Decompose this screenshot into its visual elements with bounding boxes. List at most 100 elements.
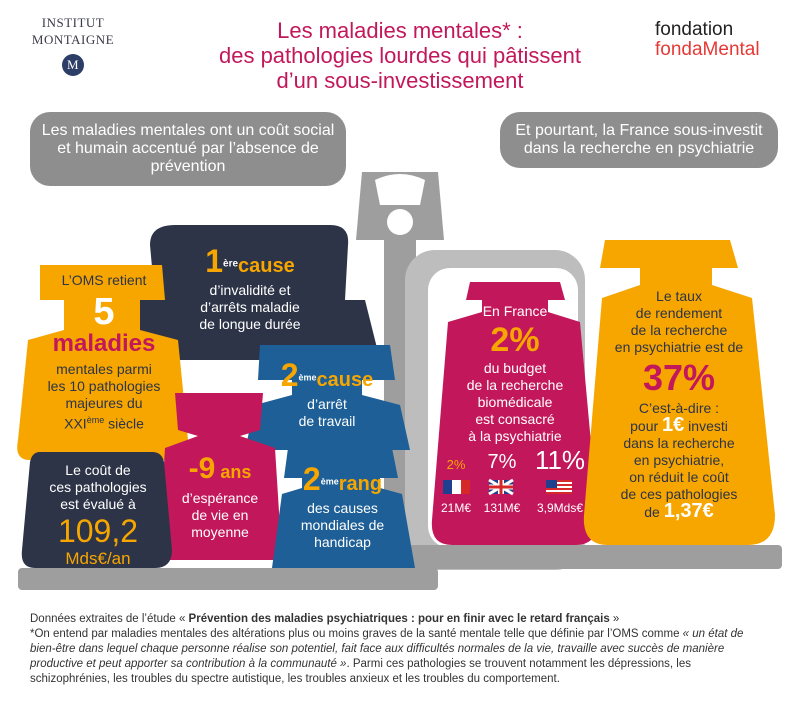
country-uk-amount: 131M€ [483, 501, 521, 515]
second-cause-line2: de travail [298, 413, 356, 429]
right-heading: Et pourtant, la France sous-investit dan… [500, 112, 778, 168]
life-line3: moyenne [191, 524, 249, 540]
return-line11: de 1,37€ [598, 500, 760, 522]
footnote-source-prefix: Données extraites de l’étude « [30, 613, 189, 625]
magenta-france-weight [431, 282, 598, 545]
usa-flag [546, 480, 572, 494]
title-line2: des pathologies lourdes qui pâtissent [218, 43, 582, 68]
cost-text: Le coût de ces pathologies est évalué à … [30, 462, 166, 569]
oms-line1: mentales parmi [56, 361, 152, 377]
blue-rank-weight [272, 448, 415, 568]
second-rank-label: rang [338, 473, 383, 495]
return-line3: de la recherche [630, 322, 728, 338]
france-line1: du budget [483, 360, 547, 376]
logo-right-line2: fondaMental [655, 39, 760, 60]
footnote: Données extraites de l’étude « Préventio… [30, 612, 770, 687]
country-france-amount: 21M€ [440, 501, 472, 515]
return-line10: de ces pathologies [620, 486, 738, 502]
fondamental-logo: fondation fondaMental [655, 20, 785, 60]
country-uk-pct: 7% [487, 451, 517, 473]
first-cause-text: 1èrecause d’invalidité et d’arrêts malad… [175, 243, 325, 333]
footnote-source-title: Prévention des maladies psychiatriques :… [188, 613, 610, 625]
navy-weight-top [150, 225, 349, 300]
return-line8: en psychiatrie, [633, 452, 725, 468]
return-line1: Le taux [656, 288, 702, 304]
first-cause-number: 1 [205, 243, 224, 279]
country-usa-amount: 3,9Mds€ [536, 501, 584, 515]
country-france-pct: 2% [446, 457, 466, 472]
france-value: 2% [490, 321, 540, 359]
second-rank-line1: des causes [307, 500, 378, 516]
second-cause-sup: ème [298, 372, 317, 383]
logo-right-line1: fondation [655, 19, 734, 40]
cost-value: 109,2 [57, 513, 139, 549]
return-line11-prefix: de [644, 504, 664, 520]
france-text: En France 2% du budget de la recherche b… [440, 303, 590, 445]
return-line6-prefix: pour [630, 418, 663, 434]
france-intro: En France [482, 303, 548, 319]
return-line4: en psychiatrie est de [614, 339, 744, 355]
footnote-source: Données extraites de l’étude « Préventio… [30, 612, 770, 627]
blue-cause-weight [245, 345, 410, 450]
second-rank-sup: ème [320, 476, 339, 487]
oms-century: XXI [64, 415, 87, 432]
footnote-def-suffix: . Parmi ces pathologies se trouvent nota… [30, 658, 691, 685]
institut-montaigne-logo: INSTITUT MONTAIGNE M [18, 14, 128, 76]
page-title: Les maladies mentales* : des pathologies… [170, 18, 630, 93]
france-line4: est consacré [475, 411, 555, 427]
life-text: -9 ans d’espérance de vie en moyenne [160, 452, 280, 541]
return-line7: dans la recherche [623, 435, 735, 451]
france-line2: de la recherche [466, 377, 564, 393]
title-line1: Les maladies mentales* : [277, 18, 523, 43]
yellow-return-weight [583, 240, 775, 545]
footnote-definition: *On entend par maladies mentales des alt… [30, 627, 770, 687]
footnote-def-prefix: *On entend par maladies mentales des alt… [30, 628, 683, 640]
country-usa-pct: 11% [534, 445, 586, 475]
first-cause-sup: ère [223, 258, 239, 270]
second-rank-number: 2 [302, 461, 321, 497]
footnote-def-quote: « un état de bien-être dans lequel chaqu… [30, 628, 744, 670]
scale-left-tray [18, 568, 438, 590]
yellow-oms-weight [17, 265, 189, 460]
return-saving-value: 1,37€ [663, 500, 714, 522]
life-line1: d’espérance [181, 490, 259, 506]
france-line3: biomédicale [477, 394, 553, 410]
cost-line3: est évalué à [60, 496, 136, 512]
return-line6-suffix: investi [684, 418, 728, 434]
cost-unit: Mds€/an [65, 549, 131, 568]
second-rank-text: 2èmerang des causes mondiales de handica… [280, 461, 405, 551]
return-line5: C’est-à-dire : [638, 400, 720, 416]
first-cause-line3: de longue durée [199, 316, 301, 332]
life-value: -9 [188, 452, 216, 485]
cost-line1: Le coût de [65, 462, 131, 478]
oms-century-suffix: siècle [104, 415, 144, 432]
logo-left-line2: MONTAIGNE [31, 32, 115, 47]
life-line2: de vie en [191, 507, 249, 523]
oms-intro: L’OMS retient [61, 272, 147, 288]
return-line2: de rendement [635, 305, 723, 321]
first-cause-line1: d’invalidité et [209, 282, 291, 298]
return-line6: pour 1€ investi [598, 414, 760, 436]
cost-line2: ces pathologies [49, 479, 147, 495]
second-cause-number: 2 [280, 357, 299, 393]
footnote-source-suffix: » [609, 613, 620, 625]
life-unit: ans [215, 462, 252, 482]
oms-weight-text: L’OMS retient 5 maladies mentales parmi … [30, 272, 178, 433]
magenta-life-weight [158, 393, 282, 560]
oms-century-sup: ème [86, 415, 105, 425]
logo-left-line1: INSTITUT [41, 15, 105, 30]
oms-line3: majeures du [65, 395, 143, 411]
oms-number: 5 [93, 291, 115, 333]
france-flag [443, 480, 470, 494]
scale-dial-face [375, 174, 425, 205]
return-one-euro: 1€ [662, 414, 685, 436]
return-text: Le taux de rendement de la recherche en … [598, 288, 760, 521]
logo-left-mark: M [62, 54, 84, 76]
second-rank-line3: handicap [314, 534, 371, 550]
second-cause-line1: d’arrêt [307, 396, 347, 412]
return-line9: on réduit le coût [629, 469, 729, 485]
second-rank-line2: mondiales de [300, 517, 385, 533]
title-line3: d’un sous-investissement [276, 68, 524, 93]
oms-line2: les 10 pathologies [47, 378, 161, 394]
